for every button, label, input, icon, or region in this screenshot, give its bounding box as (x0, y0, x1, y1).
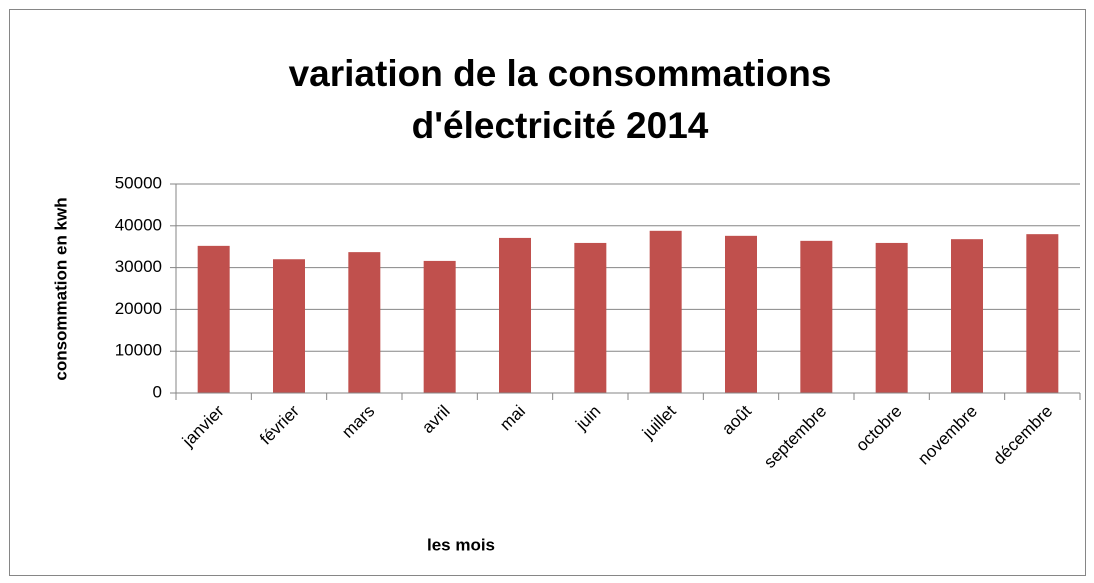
y-tick-label: 50000 (115, 173, 162, 192)
x-axis-title: les mois (427, 535, 495, 554)
y-tick-label: 0 (153, 382, 162, 401)
bar (951, 239, 983, 393)
y-axis-title: consommation en kwh (51, 197, 70, 380)
chart-title: d'électricité 2014 (412, 105, 709, 146)
bar (423, 260, 456, 393)
chart-border (9, 9, 1086, 576)
bar (1026, 234, 1059, 393)
y-tick-label: 10000 (115, 341, 162, 360)
bar (725, 235, 757, 393)
bar (649, 230, 682, 393)
bar (875, 242, 908, 393)
bar (499, 237, 531, 393)
bar (197, 245, 230, 393)
bar (273, 259, 305, 393)
y-tick-label: 40000 (115, 215, 162, 234)
y-tick-label: 20000 (115, 299, 162, 318)
chart-title: variation de la consommations (289, 53, 832, 94)
y-tick-label: 30000 (115, 257, 162, 276)
bar (348, 252, 381, 393)
bar (800, 240, 833, 393)
bar (574, 242, 607, 393)
